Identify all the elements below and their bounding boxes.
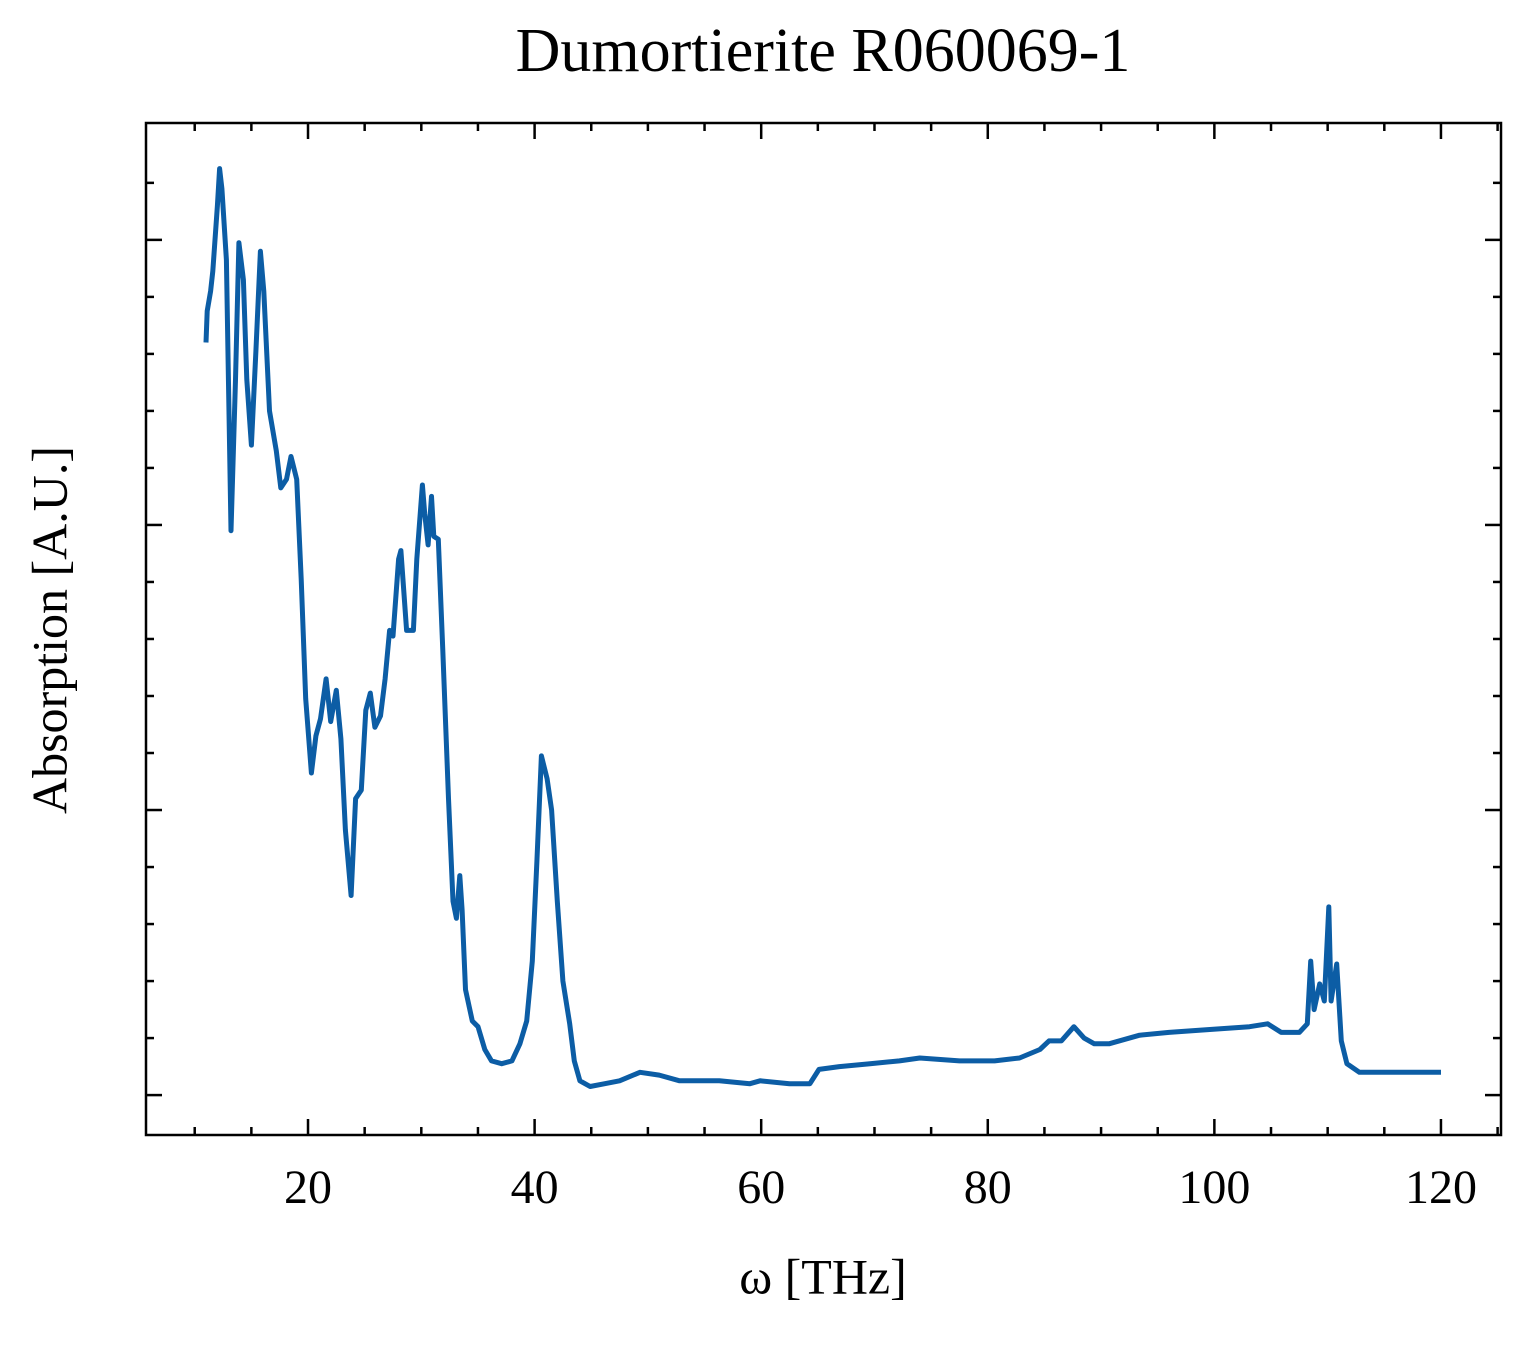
x-tick-label: 20 — [284, 1161, 332, 1214]
x-tick-label: 60 — [737, 1161, 785, 1214]
y-axis-label: Absorption [A.U.] — [21, 446, 77, 814]
x-tick-label: 100 — [1178, 1161, 1250, 1214]
plot-frame — [144, 121, 1503, 1137]
data-line — [203, 166, 1441, 1089]
x-axis-label: ω [THz] — [739, 1248, 907, 1304]
x-tick-label: 40 — [511, 1161, 559, 1214]
x-tick-label: 80 — [964, 1161, 1012, 1214]
x-tick-label: 120 — [1405, 1161, 1477, 1214]
chart-title: Dumortierite R060069-1 — [516, 17, 1131, 85]
